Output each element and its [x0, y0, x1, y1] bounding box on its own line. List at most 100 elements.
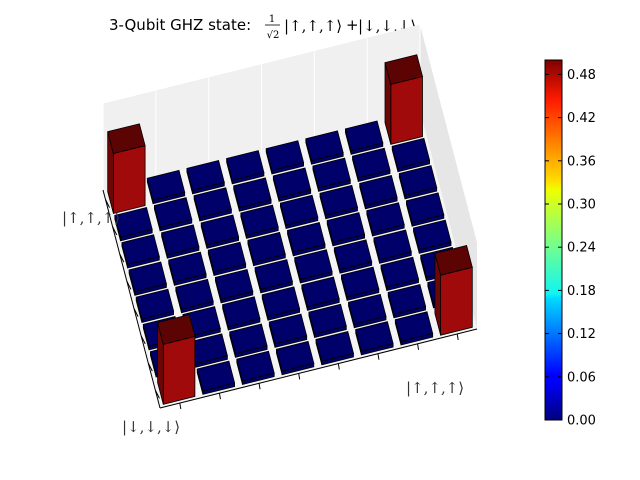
row-tick [119, 253, 125, 263]
bar-low [380, 256, 419, 292]
bar-face-top [175, 278, 214, 310]
bar-face-top [261, 286, 301, 318]
colorbar-tick-label: 0.18 [567, 284, 596, 299]
bar-low [236, 350, 275, 386]
bar-face-top [200, 214, 240, 246]
bar-low [340, 266, 380, 301]
bar-face-top [434, 245, 473, 276]
colorbar-tick-label: 0.48 [567, 68, 596, 83]
bar-face-top [359, 175, 398, 206]
bar-low [394, 311, 434, 346]
chart-title: 3-Qubit GHZ state: 1 √2 |↑,↑,↑⟩ + |↓,↓,↓… [109, 14, 416, 41]
colorbar-ticks: 0.00 0.06 0.12 0.18 0.24 0.30 0.36 0.42 0.48 [545, 68, 596, 429]
bar-face-top [229, 323, 268, 355]
row-tick [147, 362, 153, 372]
colorbar-tick-label: 0.12 [567, 327, 596, 342]
col-tick [258, 383, 261, 390]
row-tick [112, 226, 118, 236]
row-tick [105, 199, 111, 208]
bar-low [175, 278, 214, 314]
bar-low [272, 167, 312, 202]
colorbar-tick-label: 0.42 [567, 111, 596, 126]
bar-low [200, 214, 240, 249]
colorbar-tick-label: 0.24 [567, 241, 596, 256]
bar-low [348, 293, 387, 329]
bar-low [326, 212, 366, 247]
colorbar-tick-label: 0.30 [567, 198, 596, 213]
bar-face-top [135, 288, 175, 320]
bar-face-top [196, 360, 236, 392]
bar-face-top [168, 251, 207, 283]
bar-low [226, 150, 265, 185]
title-plus: + [346, 16, 359, 34]
colorbar-tick-label: 0.36 [567, 154, 596, 169]
colorbar-gradient [544, 59, 563, 421]
col-tick [337, 363, 340, 370]
bar-face-top [294, 249, 333, 280]
bar-face-top [247, 231, 286, 263]
col-tick [218, 393, 221, 400]
bar-low [233, 177, 272, 212]
bar-high [107, 123, 146, 215]
bar-low [308, 303, 347, 339]
bar-low [305, 130, 344, 165]
bar-low [214, 269, 254, 304]
bars-group [107, 54, 473, 405]
bar-low [315, 331, 354, 366]
bar-face-top [161, 224, 200, 256]
bar-face-top [279, 194, 319, 226]
bar-face-top [315, 331, 354, 362]
bar-face-top [121, 234, 160, 265]
bar-low [344, 120, 384, 155]
bar-low [153, 197, 193, 232]
col-tick [179, 402, 182, 410]
bar-face-top [391, 137, 431, 169]
bar-low [398, 165, 438, 200]
row-tick-label-first: |↑,↑,↑⟩ [62, 209, 120, 227]
row-tick [133, 308, 139, 317]
bar-face-top [301, 276, 340, 308]
bar-face-top [373, 229, 412, 261]
row-tick [140, 335, 146, 345]
row-axis-line [102, 189, 161, 409]
bar-face-front [162, 335, 196, 405]
bar-low [114, 207, 153, 242]
bar-low [359, 175, 398, 210]
bar-face-top [236, 350, 275, 382]
bar-low [387, 284, 427, 319]
bar-face-top [413, 219, 452, 251]
bar-high [157, 314, 196, 405]
bar-face-top [348, 293, 387, 325]
bar-face-top [233, 177, 272, 209]
bar-high [384, 54, 423, 145]
title-ket-up: |↑,↑,↑⟩ [284, 17, 342, 35]
row-tick [126, 281, 132, 290]
colorbar-tick-label: 0.06 [567, 370, 596, 385]
colorbar: 0.00 0.06 0.12 0.18 0.24 0.30 0.36 0.42 0.48 [544, 59, 596, 429]
bar-face-top [340, 266, 380, 298]
bar-face-top [128, 261, 167, 293]
bar-low [135, 288, 175, 324]
bar-face-top [240, 204, 279, 236]
bar-face-top [146, 169, 186, 201]
bar-face-top [398, 165, 438, 196]
bar-face-top [387, 284, 427, 315]
row-tick [154, 390, 160, 399]
bar-low [121, 234, 160, 269]
title-fraction-numerator: 1 [269, 14, 275, 25]
bar-face-top [352, 147, 391, 179]
bar-low [207, 241, 247, 277]
col-tick-label-first: |↑,↑,↑⟩ [406, 379, 464, 397]
col-tick [377, 353, 380, 360]
bar-face-top [186, 160, 225, 191]
bar-low [186, 160, 225, 195]
bar-face-top [305, 130, 344, 162]
bar-face-top [405, 192, 445, 224]
bar-face-top [207, 241, 247, 273]
bar-face-top [287, 222, 326, 253]
bar-low [196, 360, 236, 395]
bar-low [287, 222, 326, 257]
bar-low [261, 286, 301, 321]
col-axis-line [159, 328, 478, 409]
bar-face-top [312, 157, 351, 189]
